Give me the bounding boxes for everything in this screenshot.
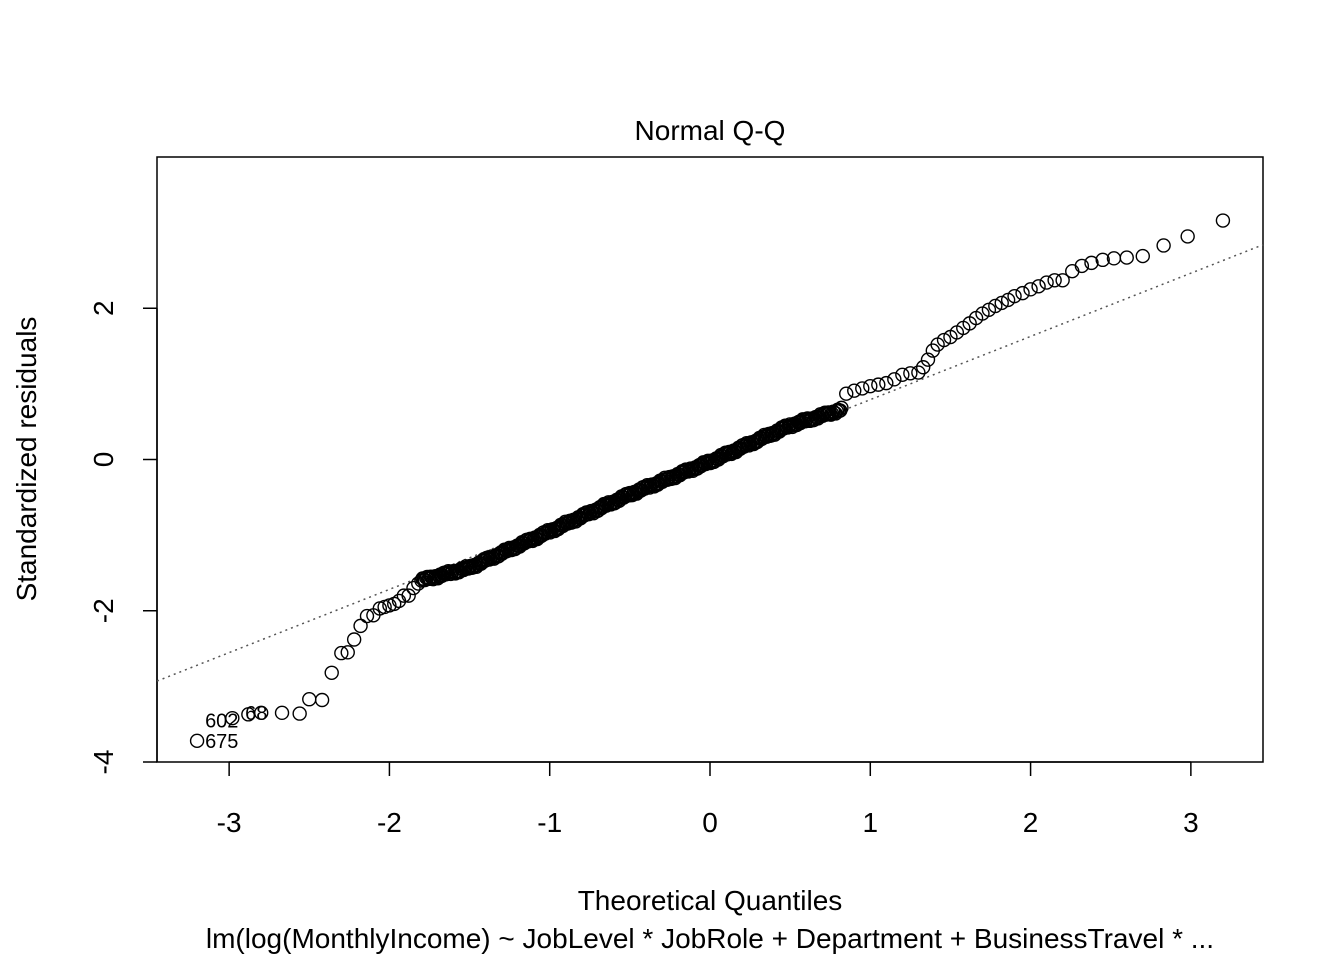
qq-point — [1007, 288, 1022, 304]
qq-point — [1074, 258, 1090, 274]
qq-point — [1023, 282, 1038, 297]
qq-point — [895, 367, 910, 382]
x-tick-label: 2 — [1023, 807, 1039, 838]
x-axis-label: Theoretical Quantiles — [578, 885, 843, 916]
outlier-labels: 602 68 675 — [205, 703, 267, 753]
qq-point — [834, 400, 849, 416]
qq-point — [406, 580, 421, 596]
x-tick-label: -1 — [537, 807, 562, 838]
qq-point — [936, 332, 952, 348]
y-axis: -4 -2 0 2 — [88, 300, 158, 775]
qq-point — [994, 295, 1009, 311]
qq-point — [1065, 263, 1080, 279]
qq-point — [839, 386, 854, 401]
qq-point — [396, 588, 412, 603]
y-tick-label: 2 — [88, 300, 119, 316]
qq-point — [274, 705, 290, 721]
qq-point — [346, 632, 362, 647]
qq-point — [253, 705, 269, 721]
qq-point — [1084, 255, 1099, 271]
qq-point — [1015, 285, 1030, 301]
qq-point — [401, 588, 416, 603]
qq-point — [1047, 273, 1062, 288]
qq-point — [887, 372, 902, 387]
qq-point — [314, 692, 330, 708]
qq-point — [871, 377, 886, 392]
qq-point — [189, 733, 205, 749]
qq-point — [903, 366, 918, 381]
qq-point — [920, 352, 936, 367]
qq-point — [1119, 250, 1134, 265]
qq-point — [292, 706, 307, 721]
y-tick-label: -4 — [88, 750, 119, 775]
x-tick-label: 3 — [1183, 807, 1199, 838]
qq-point — [458, 559, 474, 574]
qq-point — [1156, 238, 1171, 253]
qq-point — [1135, 248, 1150, 264]
qq-point — [302, 692, 317, 707]
qq-point — [988, 298, 1003, 314]
qq-point — [847, 383, 862, 398]
outlier-label: 68 — [245, 703, 267, 725]
chart-title: Normal Q-Q — [635, 115, 786, 146]
qq-point — [340, 645, 355, 660]
x-tick-label: -2 — [377, 807, 402, 838]
y-tick-label: -2 — [88, 598, 119, 623]
x-tick-label: -3 — [217, 807, 242, 838]
x-tick-label: 0 — [702, 807, 718, 838]
qq-point — [225, 710, 240, 726]
qq-point — [1055, 273, 1070, 288]
y-tick-label: 0 — [88, 452, 119, 468]
outlier-label: 602 — [205, 710, 238, 732]
qq-point — [334, 645, 349, 661]
qq-point — [1039, 275, 1054, 290]
outlier-label: 675 — [205, 731, 238, 753]
qq-point — [1215, 213, 1231, 228]
y-axis-label: Standardized residuals — [11, 317, 42, 602]
qq-point — [353, 618, 368, 634]
x-axis: -3 -2 -1 0 1 2 3 — [217, 761, 1199, 838]
qq-point — [911, 365, 926, 380]
qq-point — [1031, 279, 1046, 294]
qq-point — [855, 381, 870, 396]
qq-point — [863, 378, 878, 394]
x-tick-label: 1 — [863, 807, 879, 838]
qq-point — [915, 360, 931, 375]
qq-point — [1180, 229, 1195, 244]
qq-point — [1095, 252, 1110, 268]
model-formula-subtitle: lm(log(MonthlyIncome) ~ JobLevel * JobRo… — [206, 923, 1214, 954]
qq-point — [879, 375, 894, 391]
qq-point — [324, 665, 339, 680]
qq-point — [359, 608, 375, 624]
data-points — [189, 213, 1231, 749]
